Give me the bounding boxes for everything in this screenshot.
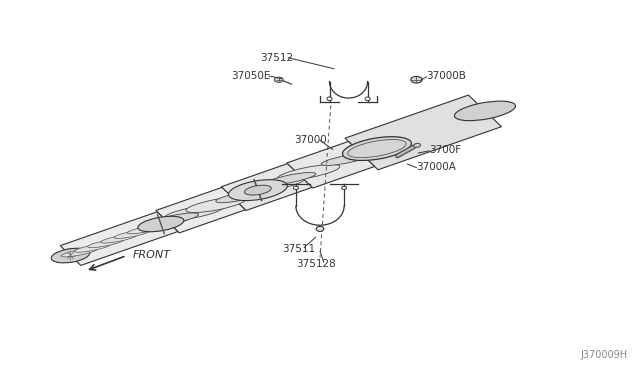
Ellipse shape: [186, 197, 246, 212]
Text: 37050E: 37050E: [231, 71, 271, 81]
Ellipse shape: [365, 97, 370, 100]
Polygon shape: [221, 164, 312, 211]
Ellipse shape: [101, 234, 137, 243]
Ellipse shape: [266, 173, 316, 185]
Ellipse shape: [342, 137, 412, 160]
Ellipse shape: [138, 216, 184, 232]
Ellipse shape: [454, 101, 515, 121]
Polygon shape: [60, 212, 178, 266]
Ellipse shape: [154, 213, 198, 224]
Ellipse shape: [114, 230, 150, 238]
Polygon shape: [156, 187, 245, 233]
Ellipse shape: [51, 248, 90, 263]
Polygon shape: [287, 141, 374, 188]
Ellipse shape: [277, 164, 340, 180]
Ellipse shape: [61, 248, 97, 257]
Polygon shape: [345, 95, 502, 170]
Text: 375128: 375128: [296, 259, 335, 269]
Ellipse shape: [164, 205, 224, 220]
Ellipse shape: [342, 186, 347, 189]
Ellipse shape: [228, 180, 287, 201]
Ellipse shape: [413, 143, 420, 147]
Text: 37512: 37512: [260, 53, 293, 63]
Ellipse shape: [88, 239, 124, 248]
Ellipse shape: [74, 243, 111, 252]
Text: 3700F: 3700F: [429, 145, 461, 155]
Ellipse shape: [327, 97, 332, 100]
Ellipse shape: [316, 226, 324, 231]
Ellipse shape: [242, 177, 305, 193]
Text: J370009H: J370009H: [580, 350, 628, 360]
Ellipse shape: [411, 76, 422, 83]
Ellipse shape: [275, 77, 284, 82]
Text: 37000B: 37000B: [427, 71, 467, 81]
Text: FRONT: FRONT: [133, 250, 171, 260]
Ellipse shape: [147, 215, 192, 227]
Text: 37000: 37000: [294, 135, 328, 145]
Ellipse shape: [127, 225, 164, 234]
Text: 37000A: 37000A: [417, 162, 456, 172]
Ellipse shape: [216, 192, 260, 203]
Ellipse shape: [244, 185, 271, 195]
Text: 37511: 37511: [282, 244, 315, 254]
Ellipse shape: [321, 153, 371, 166]
Ellipse shape: [293, 186, 298, 189]
